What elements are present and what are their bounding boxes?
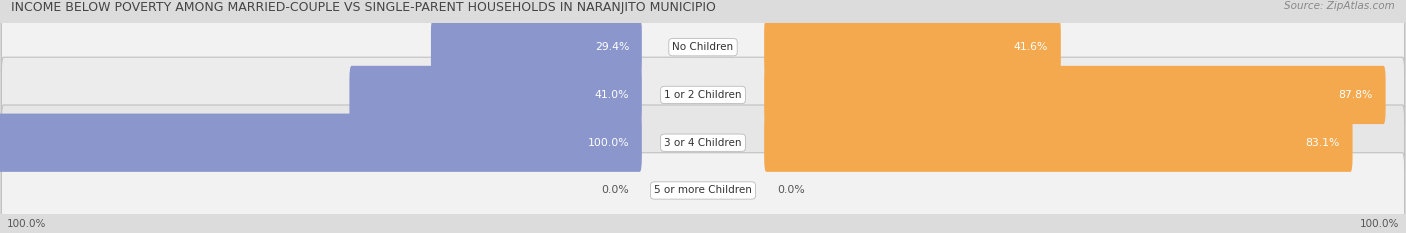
FancyBboxPatch shape (765, 18, 1062, 76)
Text: 0.0%: 0.0% (778, 185, 804, 195)
Text: 83.1%: 83.1% (1306, 138, 1340, 148)
Text: 100.0%: 100.0% (7, 219, 46, 229)
Text: 3 or 4 Children: 3 or 4 Children (664, 138, 742, 148)
Text: 5 or more Children: 5 or more Children (654, 185, 752, 195)
FancyBboxPatch shape (432, 18, 643, 76)
Text: No Children: No Children (672, 42, 734, 52)
FancyBboxPatch shape (765, 113, 1353, 172)
FancyBboxPatch shape (1, 153, 1405, 228)
FancyBboxPatch shape (350, 66, 643, 124)
FancyBboxPatch shape (0, 113, 641, 172)
Text: 0.0%: 0.0% (602, 185, 630, 195)
Text: Source: ZipAtlas.com: Source: ZipAtlas.com (1284, 1, 1395, 11)
Text: 87.8%: 87.8% (1339, 90, 1372, 100)
Text: 29.4%: 29.4% (595, 42, 630, 52)
Text: 100.0%: 100.0% (588, 138, 630, 148)
FancyBboxPatch shape (1, 105, 1405, 180)
FancyBboxPatch shape (1, 57, 1405, 133)
Text: 41.6%: 41.6% (1014, 42, 1049, 52)
Text: INCOME BELOW POVERTY AMONG MARRIED-COUPLE VS SINGLE-PARENT HOUSEHOLDS IN NARANJI: INCOME BELOW POVERTY AMONG MARRIED-COUPL… (11, 1, 716, 14)
FancyBboxPatch shape (1, 10, 1405, 85)
Text: 41.0%: 41.0% (595, 90, 630, 100)
Text: 1 or 2 Children: 1 or 2 Children (664, 90, 742, 100)
FancyBboxPatch shape (765, 66, 1385, 124)
Text: 100.0%: 100.0% (1360, 219, 1399, 229)
